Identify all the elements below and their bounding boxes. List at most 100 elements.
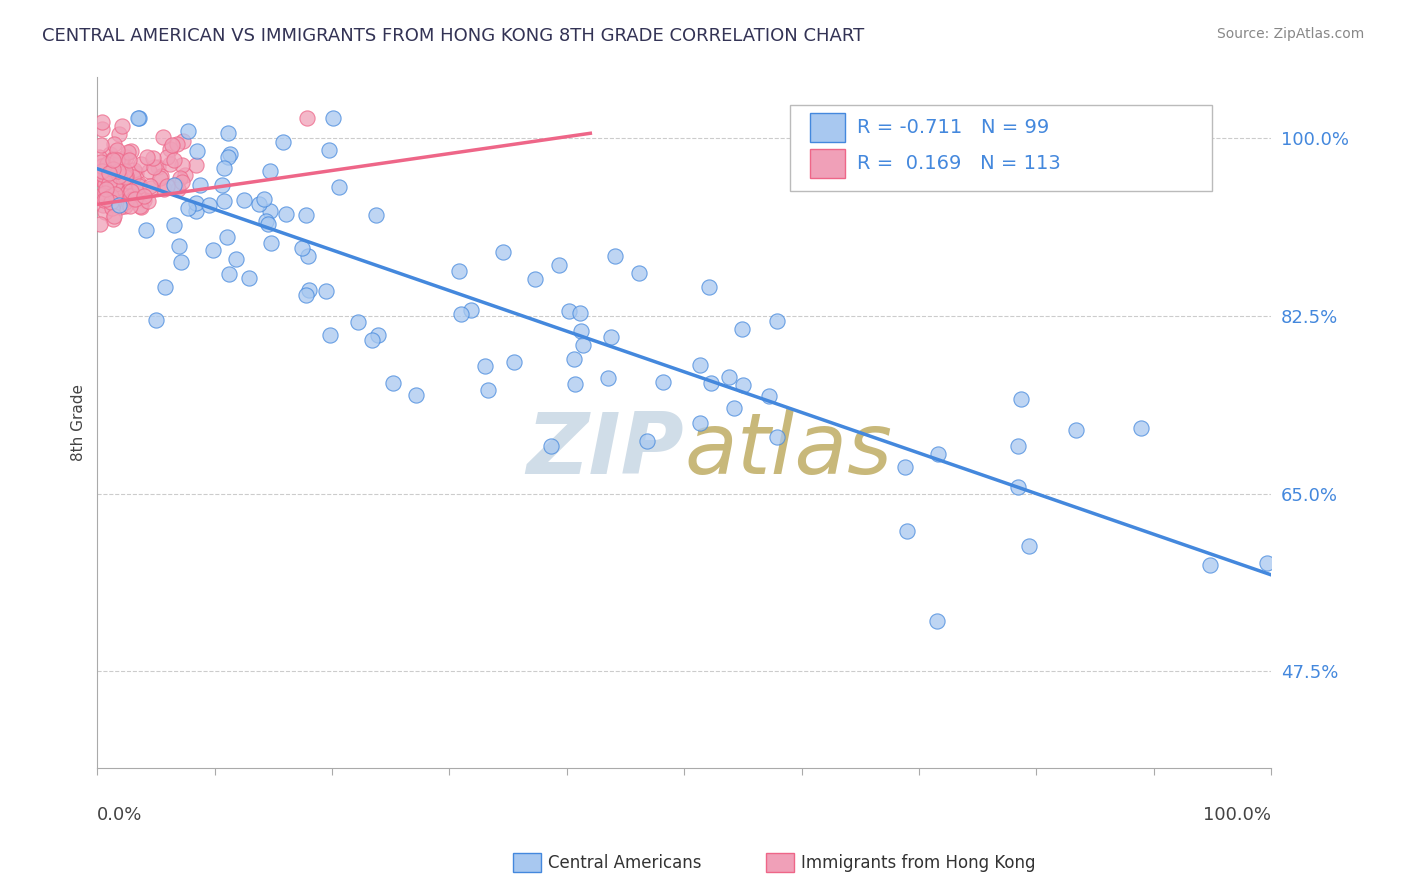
Point [134, 189, 156, 203]
Point [101, 211, 124, 226]
Point [170, 254, 193, 268]
Point [1010, 392, 1032, 407]
Point [603, 249, 626, 263]
Point [295, 208, 318, 222]
Point [132, 194, 155, 208]
Point [723, 401, 745, 415]
Point [503, 355, 526, 369]
Point [700, 376, 723, 390]
Point [121, 169, 143, 184]
Point [186, 195, 208, 210]
Point [291, 241, 314, 255]
Point [212, 161, 235, 175]
Point [96, 170, 118, 185]
Point [103, 153, 125, 167]
Point [94, 182, 117, 196]
Point [460, 303, 482, 318]
Point [98, 147, 121, 161]
Point [202, 243, 225, 257]
Point [599, 329, 621, 343]
Point [186, 204, 208, 219]
Text: Source: ZipAtlas.com: Source: ZipAtlas.com [1216, 27, 1364, 41]
Point [322, 111, 344, 125]
Point [569, 306, 592, 320]
Point [129, 200, 152, 214]
Point [252, 192, 274, 206]
Point [103, 210, 125, 224]
Point [198, 198, 221, 212]
Point [100, 195, 122, 210]
Point [100, 189, 122, 203]
Point [87, 150, 110, 164]
Point [186, 144, 208, 158]
Point [149, 171, 172, 186]
Point [894, 460, 917, 475]
Point [118, 153, 141, 167]
Point [547, 258, 569, 272]
Point [108, 200, 131, 214]
Text: R = -0.711   N = 99: R = -0.711 N = 99 [856, 119, 1049, 137]
Point [177, 202, 200, 216]
Point [93, 194, 115, 208]
Point [217, 126, 239, 140]
Point [450, 306, 472, 320]
Point [297, 249, 319, 263]
Point [128, 178, 150, 192]
Point [117, 145, 139, 159]
Point [103, 177, 125, 191]
Point [138, 164, 160, 178]
Point [162, 178, 184, 192]
Point [328, 180, 350, 194]
Text: Immigrants from Hong Kong: Immigrants from Hong Kong [801, 854, 1036, 871]
Text: 100.0%: 100.0% [1204, 805, 1271, 823]
Point [111, 119, 134, 133]
Point [91, 197, 114, 211]
Point [128, 111, 150, 125]
Point [94, 186, 117, 201]
Point [96, 157, 118, 171]
Point [166, 137, 188, 152]
Point [188, 178, 211, 193]
FancyBboxPatch shape [810, 149, 845, 178]
Point [103, 161, 125, 176]
Text: CENTRAL AMERICAN VS IMMIGRANTS FROM HONG KONG 8TH GRADE CORRELATION CHART: CENTRAL AMERICAN VS IMMIGRANTS FROM HONG… [42, 27, 865, 45]
Point [382, 376, 405, 391]
Point [540, 439, 562, 453]
Point [925, 614, 948, 628]
Point [105, 143, 128, 157]
Point [114, 195, 136, 210]
Point [492, 244, 515, 259]
Point [110, 152, 132, 166]
Point [91, 187, 114, 202]
Point [163, 219, 186, 233]
Point [449, 264, 471, 278]
FancyBboxPatch shape [790, 105, 1212, 191]
Point [127, 111, 149, 125]
Point [233, 194, 256, 208]
Point [636, 434, 658, 448]
Point [145, 312, 167, 326]
Point [108, 169, 131, 183]
Point [101, 152, 124, 166]
Point [159, 157, 181, 171]
Point [758, 389, 780, 403]
Point [105, 174, 128, 188]
Point [1130, 421, 1153, 435]
Point [219, 146, 242, 161]
Point [689, 359, 711, 373]
Point [295, 288, 318, 302]
Point [896, 524, 918, 539]
Point [107, 163, 129, 178]
Point [259, 164, 281, 178]
Point [98, 176, 121, 190]
Point [115, 150, 138, 164]
Point [105, 179, 128, 194]
Point [1007, 480, 1029, 494]
Point [572, 338, 595, 352]
Point [149, 169, 172, 183]
Point [91, 167, 114, 181]
Point [259, 204, 281, 219]
Point [766, 314, 789, 328]
Point [1064, 423, 1087, 437]
Point [927, 447, 949, 461]
